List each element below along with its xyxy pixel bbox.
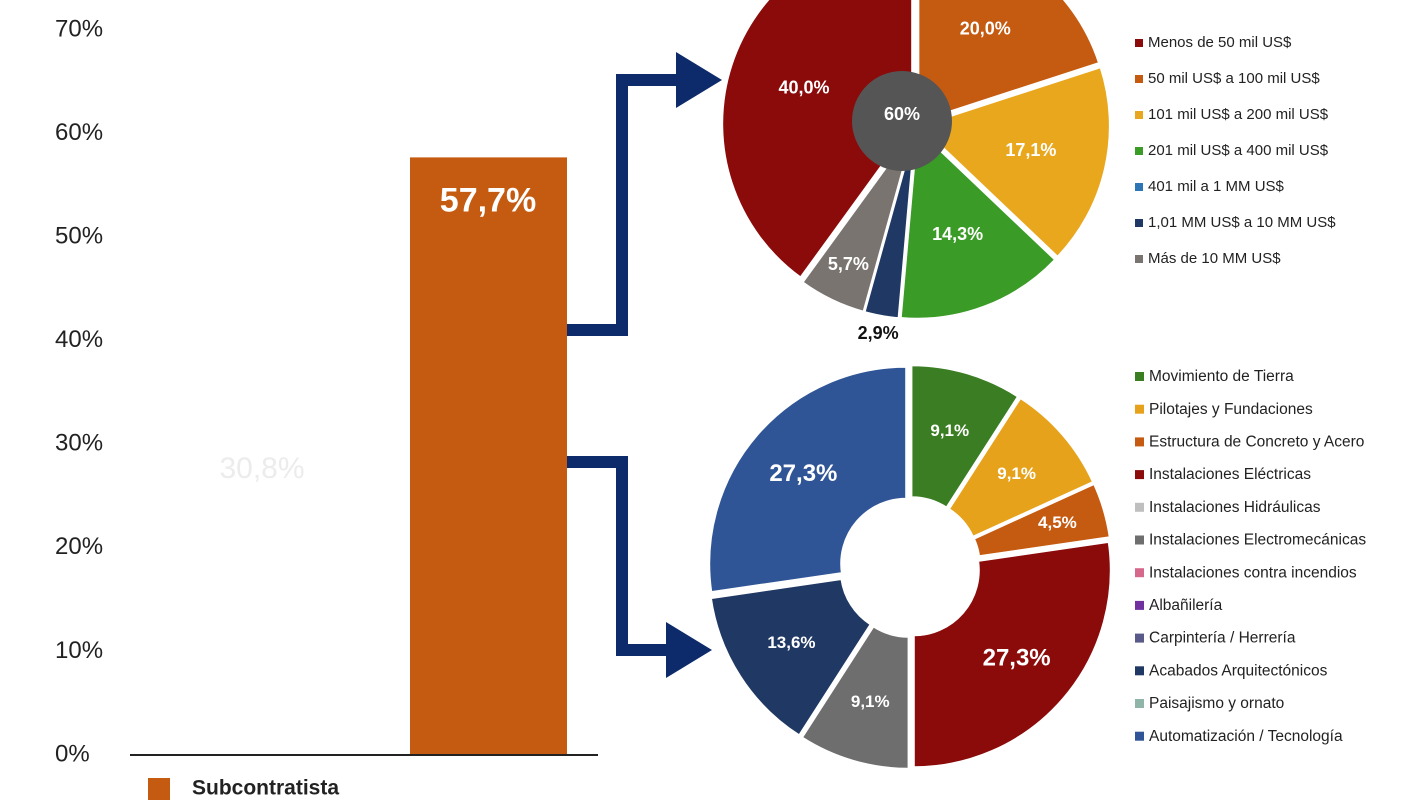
- data-label: 20,0%: [960, 18, 1011, 38]
- legend-swatch: [1135, 255, 1143, 263]
- pie-slice: [863, 128, 917, 320]
- legend-label: Automatización / Tecnología: [1149, 728, 1343, 745]
- pie-slice: [917, 0, 1101, 124]
- y-tick-label: 40%: [55, 326, 103, 353]
- data-label: 9,1%: [997, 464, 1036, 483]
- data-label: 17,1%: [1005, 140, 1056, 160]
- donut-segment: [972, 482, 1111, 558]
- data-label: 2,9%: [858, 323, 899, 343]
- connector-arrows: [567, 74, 682, 656]
- legend-swatch: [1135, 372, 1144, 381]
- legend-swatch: [1135, 111, 1143, 119]
- legend-swatch: [1135, 147, 1143, 155]
- legend-label: Instalaciones Electromecánicas: [1149, 532, 1366, 549]
- arrow-head: [676, 52, 722, 108]
- donut-segment: [947, 396, 1095, 539]
- donut-segment: [800, 625, 910, 770]
- legend-label: Instalaciones Eléctricas: [1149, 466, 1311, 483]
- legend-label: Más de 10 MM US$: [1148, 250, 1281, 267]
- legend-swatch: [148, 778, 170, 800]
- legend-label: Estructura de Concreto y Acero: [1149, 433, 1364, 450]
- donut-segment: [708, 365, 908, 594]
- donut-segment: [912, 540, 1112, 769]
- legend-label: Acabados Arquitectónicos: [1149, 662, 1328, 679]
- data-label: 5,7%: [828, 254, 869, 274]
- legend-label: Subcontratista: [192, 777, 339, 800]
- legend-label: 1,01 MM US$ a 10 MM US$: [1148, 214, 1336, 231]
- data-label: 13,6%: [767, 633, 815, 652]
- legend-swatch: [1135, 39, 1143, 47]
- data-label: 27,3%: [983, 645, 1051, 672]
- legend-label: Menos de 50 mil US$: [1148, 34, 1292, 51]
- legend-swatch: [1135, 219, 1143, 227]
- donut-segment: [709, 577, 873, 737]
- y-tick-label: 50%: [55, 222, 103, 249]
- legend-swatch: [1135, 600, 1144, 610]
- legend-swatch: [1135, 535, 1144, 545]
- data-label: 4,5%: [1038, 513, 1077, 532]
- legend-swatch: [1135, 437, 1144, 447]
- legend-swatch: [1135, 568, 1144, 578]
- y-tick-label: 30%: [55, 430, 103, 457]
- pie-slice: [801, 128, 916, 313]
- legend-label: 50 mil US$ a 100 mil US$: [1148, 70, 1320, 87]
- data-label: 57,7%: [440, 181, 536, 219]
- legend-label: Albañilería: [1149, 597, 1223, 614]
- arrow-head: [666, 622, 712, 678]
- legend-swatch: [1135, 502, 1144, 512]
- y-tick-label: 10%: [55, 637, 103, 664]
- legend-swatch: [1135, 731, 1144, 741]
- y-tick-label: 70%: [55, 15, 103, 42]
- legend-label: Carpintería / Herrería: [1149, 630, 1296, 647]
- legend-swatch: [1135, 75, 1143, 83]
- legend-label: 101 mil US$ a 200 mil US$: [1148, 106, 1329, 123]
- pie-slice: [899, 126, 1057, 320]
- legend-swatch: [1135, 666, 1144, 676]
- legend-swatch: [1135, 633, 1144, 643]
- legend-label: Pilotajes y Fundaciones: [1149, 401, 1313, 418]
- legend-label: Instalaciones Hidráulicas: [1149, 499, 1321, 516]
- arrow-line: [567, 74, 682, 336]
- arrow-line: [567, 456, 672, 656]
- pie-slice: [721, 0, 914, 279]
- center-circle: [852, 71, 952, 171]
- legend-label: 401 mil a 1 MM US$: [1148, 178, 1285, 195]
- data-label: 9,1%: [851, 692, 890, 711]
- data-label: 9,1%: [930, 421, 969, 440]
- center-label: 60%: [884, 104, 920, 124]
- legend-label: 201 mil US$ a 400 mil US$: [1148, 142, 1329, 159]
- y-tick-label: 20%: [55, 533, 103, 560]
- donut-segment: [910, 364, 1020, 509]
- annotation: 30,8%: [219, 452, 304, 485]
- data-label: 14,3%: [932, 224, 983, 244]
- y-tick-label: 0%: [55, 740, 90, 767]
- legend-swatch: [1135, 183, 1143, 191]
- legend-swatch: [1135, 470, 1144, 480]
- legend-swatch: [1135, 404, 1144, 414]
- data-label: 27,3%: [769, 460, 837, 487]
- legend-label: Movimiento de Tierra: [1149, 368, 1294, 385]
- legend-label: Instalaciones contra incendios: [1149, 564, 1357, 581]
- y-tick-label: 60%: [55, 119, 103, 146]
- legend-label: Paisajismo y ornato: [1149, 695, 1284, 712]
- data-label: 40,0%: [778, 77, 829, 97]
- legend-swatch: [1135, 699, 1144, 708]
- bar: [410, 157, 567, 756]
- pie-slice: [917, 65, 1111, 259]
